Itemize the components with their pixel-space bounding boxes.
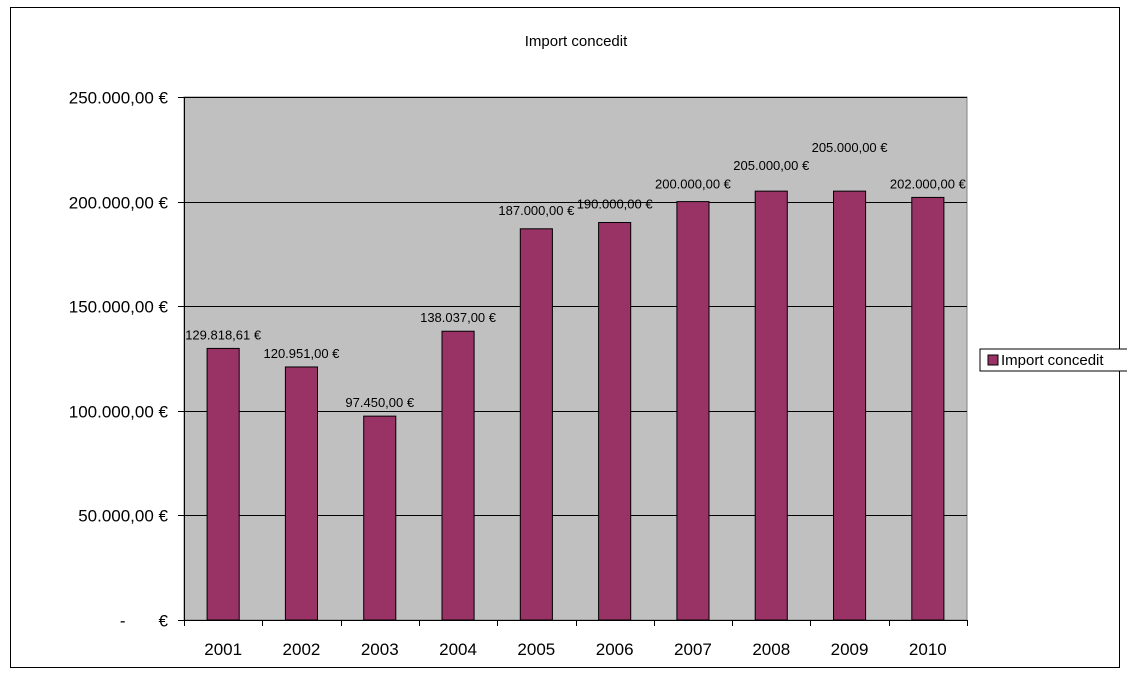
legend-box bbox=[979, 348, 1127, 372]
bar-2009 bbox=[832, 190, 867, 621]
y-tick-label: 250.000,00 € bbox=[69, 89, 169, 108]
chart-title: Import concedit bbox=[525, 33, 628, 50]
data-label-2010: 202.000,00 € bbox=[890, 176, 967, 191]
data-label-2001: 129.818,61 € bbox=[185, 327, 262, 342]
data-label-2006: 190.000,00 € bbox=[577, 197, 654, 212]
bar-2010 bbox=[911, 196, 945, 621]
y-tick-label: 50.000,00 € bbox=[78, 507, 168, 526]
y-tick-label: 200.000,00 € bbox=[69, 194, 169, 213]
data-label-2005: 187.000,00 € bbox=[498, 203, 575, 218]
bar-2007 bbox=[676, 201, 710, 621]
data-label-2008: 205.000,00 € bbox=[733, 158, 810, 173]
bar-2006 bbox=[598, 222, 632, 621]
data-label-2007: 200.000,00 € bbox=[655, 177, 732, 192]
x-tick-label-2006: 2006 bbox=[596, 640, 634, 659]
data-label-2004: 138.037,00 € bbox=[420, 310, 497, 325]
x-tick-label-2002: 2002 bbox=[283, 640, 321, 659]
data-label-2002: 120.951,00 € bbox=[263, 346, 340, 361]
bar-2002 bbox=[284, 366, 319, 621]
data-label-2003: 97.450,00 € bbox=[345, 395, 414, 410]
axes bbox=[178, 97, 968, 626]
x-tick-label-2007: 2007 bbox=[674, 640, 712, 659]
legend-swatch bbox=[987, 354, 999, 366]
x-tick-label-2004: 2004 bbox=[439, 640, 477, 659]
legend-label: Import concedit bbox=[1001, 352, 1104, 369]
y-tick-label: 100.000,00 € bbox=[69, 403, 169, 422]
bar-2005 bbox=[519, 228, 553, 621]
x-tick-label-2003: 2003 bbox=[361, 640, 399, 659]
x-tick-label-2008: 2008 bbox=[752, 640, 790, 659]
x-tick-label-2009: 2009 bbox=[831, 640, 869, 659]
bar-2003 bbox=[363, 415, 397, 621]
y-axis-tick-labels: - € 50.000,00 € 100.000,00 € 150.000,00 € 20… bbox=[69, 89, 169, 631]
data-labels: 129.818,61 €120.951,00 € 97.450,00 € 138.0… bbox=[185, 140, 966, 410]
x-axis-tick-labels: 2001 2002 2003 2004 2005 2006 2007 2008 2009 2010 bbox=[204, 640, 947, 659]
data-label-2009: 205.000,00 € bbox=[812, 140, 889, 155]
x-tick-label-2010: 2010 bbox=[909, 640, 947, 659]
y-tick-label: - € bbox=[120, 612, 169, 631]
x-tick-label-2005: 2005 bbox=[517, 640, 555, 659]
y-tick-label: 150.000,00 € bbox=[69, 298, 169, 317]
x-tick-label-2001: 2001 bbox=[204, 640, 242, 659]
legend: Import concedit bbox=[979, 348, 1127, 372]
bar-2001 bbox=[206, 347, 240, 621]
bar-2008 bbox=[754, 190, 788, 621]
bars bbox=[206, 190, 945, 621]
bar-2004 bbox=[441, 330, 475, 621]
